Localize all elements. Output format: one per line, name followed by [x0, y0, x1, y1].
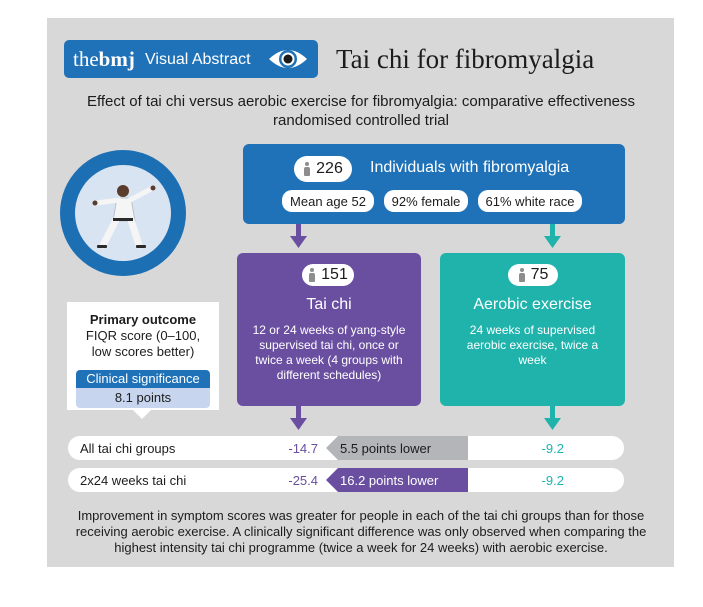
population-count-badge: 226 [294, 156, 352, 182]
arrow-stem-aerobic [550, 224, 555, 238]
tai-chi-description: 12 or 24 weeks of yang-style supervised … [252, 323, 406, 382]
brand-bold: bmj [98, 47, 135, 71]
difference-2x24: 16.2 points lower [340, 473, 439, 488]
aerobic-value-2x24: -9.2 [541, 473, 564, 488]
person-icon [308, 268, 316, 282]
stat-age: Mean age 52 [282, 190, 374, 212]
population-count: 226 [316, 160, 343, 177]
tai-chi-count-badge: 151 [302, 264, 354, 286]
tai-chi-figure-icon [92, 185, 156, 249]
row-label-all: All tai chi groups [80, 441, 176, 456]
subtitle: Effect of tai chi versus aerobic exercis… [86, 93, 636, 129]
bmj-logo: thebmj [73, 47, 135, 72]
arrow-head-tai-chi-result [290, 418, 307, 430]
arrow-stem-tai-chi [296, 224, 301, 238]
arrow-stem-tai-chi-result [296, 406, 301, 420]
tai-chi-value-all: -14.7 [288, 441, 318, 456]
stat-race: 61% white race [478, 190, 582, 212]
difference-all: 5.5 points lower [340, 441, 432, 456]
arrow-stem-aerobic-result [550, 406, 555, 420]
eye-icon [269, 50, 307, 68]
aerobic-value-all: -9.2 [541, 441, 564, 456]
aerobic-count-badge: 75 [508, 264, 558, 286]
difference-arrow-2x24 [326, 468, 468, 492]
arrow-head-aerobic-result [544, 418, 561, 430]
brand-prefix: the [73, 47, 99, 71]
significance-value: 8.1 points [76, 388, 210, 408]
summary-text: Improvement in symptom scores was greate… [75, 508, 647, 555]
tai-chi-count: 151 [321, 266, 348, 283]
aerobic-count: 75 [530, 266, 549, 283]
row-label-2x24: 2x24 weeks tai chi [80, 473, 187, 488]
person-icon [518, 268, 526, 282]
arrow-head-aerobic [544, 236, 561, 248]
badge-label: Visual Abstract [145, 51, 251, 68]
outcome-heading: Primary outcome [89, 312, 197, 327]
stat-female: 92% female [384, 190, 468, 212]
outcome-measure: FIQR score (0–100, low scores better) [85, 328, 201, 359]
aerobic-title: Aerobic exercise [473, 296, 592, 313]
difference-arrow-all [326, 436, 468, 460]
arrow-head-tai-chi [290, 236, 307, 248]
tai-chi-value-2x24: -25.4 [288, 473, 318, 488]
significance-label: Clinical significance [76, 370, 210, 388]
population-label: Individuals with fibromyalgia [370, 159, 570, 176]
person-icon [303, 162, 311, 176]
aerobic-description: 24 weeks of supervised aerobic exercise,… [466, 323, 599, 367]
tai-chi-title: Tai chi [306, 296, 352, 313]
outcome-pointer [133, 410, 151, 419]
page-title: Tai chi for fibromyalgia [336, 44, 595, 74]
